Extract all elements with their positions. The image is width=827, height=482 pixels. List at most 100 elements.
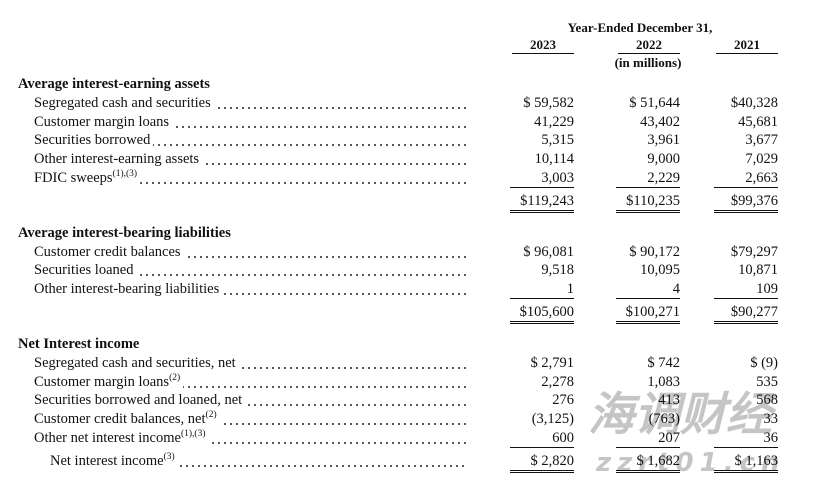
total-cell: $ 1,163 bbox=[714, 453, 778, 473]
value-cell: 568 bbox=[756, 392, 778, 409]
row: Customer margin loans bbox=[34, 113, 173, 131]
value-cell: 36 bbox=[714, 430, 778, 448]
row-label: Securities borrowed bbox=[34, 132, 151, 149]
footnote-ref: (2) bbox=[169, 372, 181, 383]
value-cell: 9,518 bbox=[541, 262, 574, 279]
total-cell: $100,271 bbox=[616, 304, 680, 324]
total-cell: $110,235 bbox=[616, 193, 680, 213]
year-header: 2023 bbox=[512, 36, 574, 54]
leader-dots bbox=[54, 144, 466, 147]
value-cell: 109 bbox=[714, 281, 778, 300]
footnote-ref: (2) bbox=[205, 410, 217, 421]
row-label: Securities borrowed and loaned, net bbox=[34, 392, 243, 409]
leader-dots bbox=[54, 423, 466, 426]
value-cell: 1 bbox=[510, 281, 574, 300]
value-cell: $ 59,582 bbox=[523, 94, 574, 111]
row: Segregated cash and securities bbox=[34, 94, 214, 112]
value-cell: 41,229 bbox=[534, 113, 574, 130]
row-label: Customer margin loans bbox=[34, 113, 170, 130]
value-cell: $ 2,791 bbox=[530, 354, 575, 371]
leader-dots bbox=[54, 125, 466, 128]
total-cell: $119,243 bbox=[510, 193, 574, 213]
leader-dots bbox=[54, 255, 466, 258]
value-cell: 1,083 bbox=[647, 373, 680, 390]
row: Segregated cash and securities, net bbox=[34, 354, 239, 372]
section-title: Average interest-earning assets bbox=[18, 76, 210, 92]
value-cell: $ 742 bbox=[647, 354, 680, 371]
value-cell: 276 bbox=[552, 392, 574, 409]
row-label: Securities loaned bbox=[34, 262, 134, 279]
value-cell: 7,029 bbox=[745, 151, 778, 168]
value-cell: $ (9) bbox=[750, 354, 778, 371]
row: Securities borrowed bbox=[34, 132, 154, 150]
leader-dots bbox=[54, 106, 466, 109]
leader-dots bbox=[54, 404, 466, 407]
value-cell: 10,114 bbox=[534, 151, 574, 168]
leader-dots bbox=[54, 293, 466, 296]
value-cell: $79,297 bbox=[730, 243, 778, 260]
row-label: Segregated cash and securities, net bbox=[34, 354, 236, 371]
leader-dots bbox=[70, 464, 466, 467]
total-cell: $90,277 bbox=[714, 304, 778, 324]
value-cell: 10,871 bbox=[738, 262, 778, 279]
unit-note: (in millions) bbox=[614, 55, 682, 70]
row-label: Net interest income bbox=[50, 452, 164, 469]
row: Customer credit balances, net(2) bbox=[34, 410, 220, 429]
row: Customer credit balances bbox=[34, 243, 184, 261]
value-cell: 2,663 bbox=[714, 170, 778, 188]
footnote-ref: (1),(3) bbox=[112, 169, 138, 180]
row: Securities borrowed and loaned, net bbox=[34, 392, 246, 410]
row-label: Other interest-earning assets bbox=[34, 151, 200, 168]
row: FDIC sweeps(1),(3) bbox=[34, 169, 141, 187]
section-title: Average interest-bearing liabilities bbox=[18, 224, 231, 241]
year-header: 2021 bbox=[716, 36, 778, 54]
value-cell: 5,315 bbox=[541, 132, 574, 149]
watermark-name: 海调财经 bbox=[588, 387, 772, 441]
value-cell: $ 90,172 bbox=[629, 243, 680, 260]
value-cell: 207 bbox=[616, 430, 680, 448]
value-cell: 43,402 bbox=[640, 113, 680, 130]
row: Customer margin loans(2) bbox=[34, 372, 184, 391]
leader-dots bbox=[54, 366, 466, 369]
value-cell: $40,328 bbox=[730, 94, 778, 111]
row: Other net interest income(1),(3) bbox=[34, 429, 209, 447]
value-cell: 2,229 bbox=[616, 170, 680, 188]
value-cell: 33 bbox=[763, 411, 779, 428]
value-cell: 4 bbox=[616, 281, 680, 300]
leader-dots bbox=[54, 385, 466, 388]
value-cell: 3,677 bbox=[745, 132, 778, 149]
leader-dots bbox=[54, 274, 466, 277]
row-label: Customer margin loans bbox=[34, 373, 170, 390]
total-cell: $ 2,820 bbox=[510, 453, 574, 473]
row-label: Segregated cash and securities bbox=[34, 94, 211, 111]
value-cell: 2,278 bbox=[541, 373, 574, 390]
row: Other interest-bearing liabilities bbox=[34, 281, 223, 299]
value-cell: 413 bbox=[658, 392, 680, 409]
section-title: Net Interest income bbox=[18, 336, 140, 352]
leader-dots bbox=[54, 442, 466, 444]
watermark-url: zzrt01.cn bbox=[596, 448, 786, 478]
total-cell: $105,600 bbox=[510, 304, 574, 324]
value-cell: 9,000 bbox=[647, 151, 680, 168]
value-cell: 3,961 bbox=[647, 132, 680, 149]
value-cell: 600 bbox=[510, 430, 574, 448]
value-cell: (763) bbox=[648, 411, 680, 428]
value-cell: $ 51,644 bbox=[629, 94, 680, 111]
row-label: Customer credit balances, net bbox=[34, 411, 206, 428]
row-label: Other net interest income bbox=[34, 430, 181, 446]
value-cell: $ 96,081 bbox=[523, 243, 574, 260]
row: Securities loaned bbox=[34, 262, 137, 280]
total-row: Net interest income(3) bbox=[50, 452, 178, 470]
row-label: Customer credit balances bbox=[34, 243, 181, 260]
total-cell: $99,376 bbox=[714, 193, 778, 213]
row: Other interest-earning assets bbox=[34, 151, 203, 169]
leader-dots bbox=[54, 182, 466, 184]
footnote-ref: (1),(3) bbox=[180, 429, 206, 440]
leader-dots bbox=[54, 163, 466, 166]
value-cell: 10,095 bbox=[640, 262, 680, 279]
value-cell: 3,003 bbox=[510, 170, 574, 188]
value-cell: 45,681 bbox=[738, 113, 778, 130]
year-header: 2022 bbox=[618, 36, 680, 54]
period-header: Year-Ended December 31, bbox=[567, 20, 713, 35]
